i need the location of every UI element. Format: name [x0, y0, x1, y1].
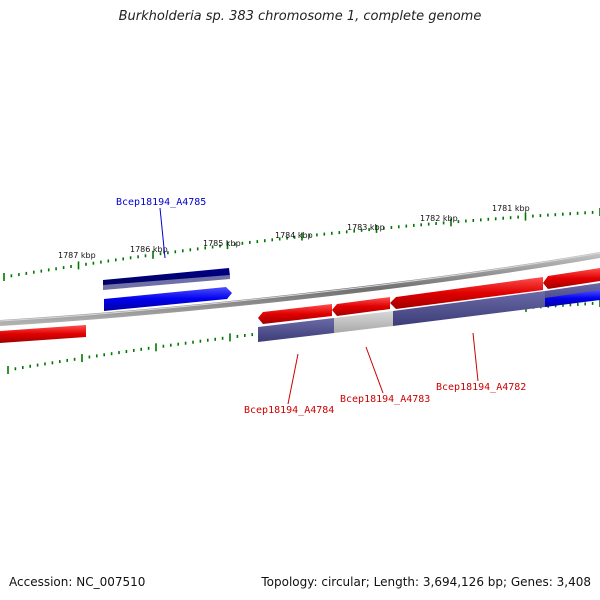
tick-label: 1782 kbp — [420, 214, 458, 223]
outer-tick-track — [3, 208, 600, 281]
tick-label: 1784 kbp — [275, 231, 313, 240]
genome-backbone — [0, 252, 600, 326]
leader-a4785 — [159, 207, 166, 259]
gene-shadow-a4785-edge — [103, 275, 230, 290]
genome-summary: Topology: circular; Length: 3,694,126 bp… — [261, 575, 591, 589]
map-title: Burkholderia sp. 383 chromosome 1, compl… — [118, 9, 482, 24]
gene-a4782-arrow[interactable] — [390, 277, 543, 309]
gene-label-a4783[interactable]: Bcep18194_A4783 — [340, 394, 430, 405]
gene-shadow-a4782 — [393, 291, 545, 326]
gene-shadow-a4784 — [258, 318, 334, 342]
gene-a4785-arrow[interactable] — [104, 287, 232, 311]
leader-a4784 — [287, 353, 299, 405]
gene-a4784-arrow[interactable] — [258, 304, 332, 324]
gene-right-blue-arrow[interactable] — [545, 290, 600, 307]
gene-label-a4785[interactable]: Bcep18194_A4785 — [116, 197, 206, 208]
tick-label: 1786 kbp — [130, 245, 168, 254]
gene-label-a4784[interactable]: Bcep18194_A4784 — [244, 405, 334, 416]
tick-label: 1785 kbp — [203, 239, 241, 248]
gene-left-arrow[interactable] — [0, 325, 86, 343]
leader-a4783 — [365, 346, 384, 394]
tick-label: 1783 kbp — [347, 223, 385, 232]
leader-a4782 — [472, 332, 479, 382]
tick-label: 1781 kbp — [492, 204, 530, 213]
gene-label-a4782[interactable]: Bcep18194_A4782 — [436, 382, 526, 393]
gene-right-arrow[interactable] — [543, 268, 600, 289]
accession-label: Accession: NC_007510 — [9, 575, 146, 589]
tick-label: 1787 kbp — [58, 251, 96, 260]
gene-a4783-arrow[interactable] — [332, 297, 390, 316]
gene-shadow-a4783 — [334, 311, 393, 333]
